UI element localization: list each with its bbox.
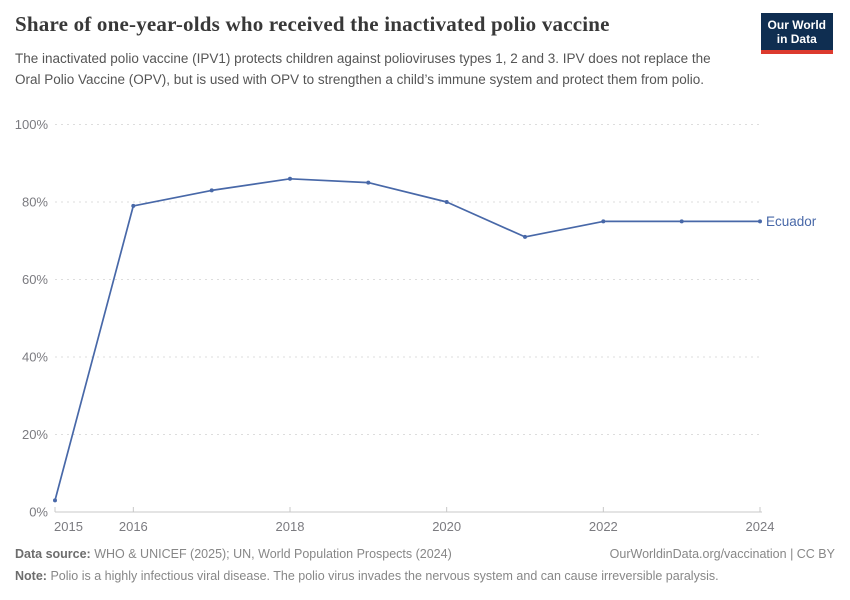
y-tick-label-40: 40% [22, 350, 48, 365]
chart-subtitle: The inactivated polio vaccine (IPV1) pro… [15, 51, 711, 87]
data-source-text: WHO & UNICEF (2025); UN, World Populatio… [94, 547, 452, 561]
data-point-ecuador-2020[interactable] [444, 200, 449, 204]
data-point-ecuador-2023[interactable] [679, 219, 684, 224]
x-tick-label-2015: 2015 [54, 519, 83, 534]
y-tick-label-0: 0% [29, 505, 48, 520]
chart-svg: 0% 20% 40% 60% 80% 100% 2015 2016 2018 2020 2022 20… [15, 117, 817, 534]
x-tick-label-2024: 2024 [746, 519, 775, 534]
y-tick-label-60: 60% [22, 272, 48, 287]
page-title: Share of one-year-olds who received the … [15, 12, 610, 36]
note-line: Note: Polio is a highly infectious viral… [15, 568, 835, 584]
data-point-ecuador-2016[interactable] [131, 203, 136, 208]
data-point-ecuador-2018[interactable] [288, 176, 292, 181]
y-tick-label-100: 100% [15, 117, 49, 132]
x-tick-label-2018: 2018 [276, 519, 305, 534]
owid-logo-line1: Our World [767, 18, 826, 32]
series-label-ecuador[interactable]: Ecuador [766, 214, 817, 229]
x-tick-label-2016: 2016 [119, 519, 148, 534]
data-point-ecuador-2024[interactable] [758, 219, 762, 224]
owid-logo[interactable]: Our World in Data [760, 13, 833, 54]
data-point-ecuador-2019[interactable] [366, 180, 371, 185]
x-tick-label-2020: 2020 [432, 519, 461, 534]
y-tick-label-80: 80% [22, 195, 48, 210]
data-point-ecuador-2015[interactable] [53, 498, 57, 503]
note-label: Note: [15, 569, 47, 583]
owid-logo-line2: in Data [776, 32, 817, 46]
y-tick-label-20: 20% [22, 427, 48, 442]
chart-footer: Data source: WHO & UNICEF (2025); UN, Wo… [15, 546, 835, 584]
data-point-ecuador-2017[interactable] [209, 188, 214, 193]
x-tick-label-2022: 2022 [589, 519, 618, 534]
owid-license-link[interactable]: OurWorldinData.org/vaccination | CC BY [609, 547, 835, 561]
note-text: Polio is a highly infectious viral disea… [50, 569, 719, 583]
data-point-ecuador-2022[interactable] [601, 219, 606, 224]
data-source-label: Data source: [15, 547, 91, 561]
data-source-line: Data source: WHO & UNICEF (2025); UN, Wo… [15, 546, 452, 562]
data-point-ecuador-2021[interactable] [523, 234, 527, 239]
series-line-ecuador [54, 177, 761, 502]
